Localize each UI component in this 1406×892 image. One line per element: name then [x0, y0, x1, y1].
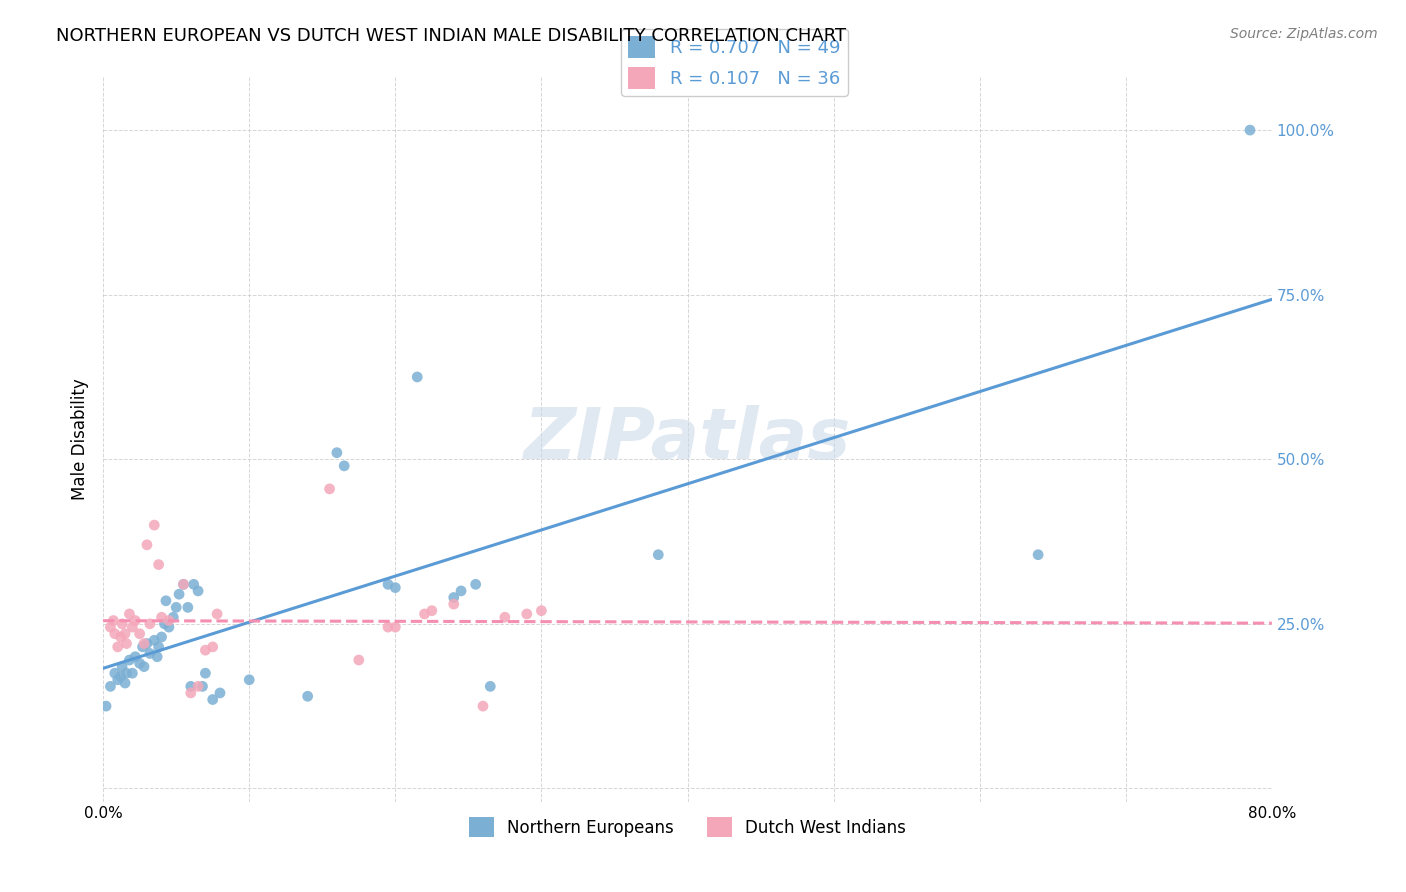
Point	[143, 518, 166, 533]
Point	[150, 610, 173, 624]
Point	[128, 657, 150, 671]
Point	[464, 577, 486, 591]
Point	[333, 458, 356, 473]
Point	[191, 679, 214, 693]
Point	[406, 370, 429, 384]
Point	[115, 637, 138, 651]
Y-axis label: Male Disability: Male Disability	[72, 378, 89, 500]
Point	[157, 620, 180, 634]
Point	[384, 581, 406, 595]
Point	[647, 548, 669, 562]
Point	[110, 630, 132, 644]
Point	[103, 614, 125, 628]
Point	[111, 659, 134, 673]
Point	[187, 583, 209, 598]
Point	[136, 637, 159, 651]
Point	[118, 607, 141, 621]
Point	[121, 666, 143, 681]
Point	[201, 692, 224, 706]
Point	[420, 604, 443, 618]
Point	[155, 594, 177, 608]
Point	[146, 649, 169, 664]
Point	[128, 626, 150, 640]
Point	[201, 640, 224, 654]
Point	[139, 647, 162, 661]
Point	[172, 577, 194, 591]
Point	[118, 653, 141, 667]
Point	[180, 679, 202, 693]
Point	[100, 620, 122, 634]
Point	[107, 640, 129, 654]
Point	[157, 614, 180, 628]
Text: ZIPatlas: ZIPatlas	[524, 405, 851, 474]
Legend: Northern Europeans, Dutch West Indians: Northern Europeans, Dutch West Indians	[463, 810, 912, 844]
Point	[143, 633, 166, 648]
Point	[114, 676, 136, 690]
Point	[205, 607, 228, 621]
Point	[413, 607, 436, 621]
Point	[132, 637, 155, 651]
Point	[443, 591, 465, 605]
Point	[1026, 548, 1049, 562]
Point	[153, 616, 176, 631]
Point	[94, 699, 117, 714]
Point	[131, 640, 153, 654]
Point	[172, 577, 194, 591]
Point	[516, 607, 538, 621]
Text: Source: ZipAtlas.com: Source: ZipAtlas.com	[1230, 27, 1378, 41]
Point	[114, 626, 136, 640]
Point	[494, 610, 516, 624]
Point	[132, 659, 155, 673]
Point	[479, 679, 502, 693]
Point	[121, 620, 143, 634]
Point	[326, 445, 349, 459]
Point	[124, 649, 146, 664]
Point	[139, 616, 162, 631]
Point	[384, 620, 406, 634]
Point	[347, 653, 370, 667]
Point	[104, 666, 127, 681]
Point	[194, 643, 217, 657]
Point	[100, 679, 122, 693]
Point	[450, 583, 472, 598]
Point	[180, 686, 202, 700]
Point	[148, 558, 170, 572]
Point	[194, 666, 217, 681]
Point	[443, 597, 465, 611]
Point	[183, 577, 205, 591]
Point	[104, 626, 127, 640]
Point	[162, 610, 184, 624]
Point	[124, 614, 146, 628]
Point	[150, 630, 173, 644]
Point	[297, 690, 319, 704]
Point	[148, 640, 170, 654]
Point	[318, 482, 340, 496]
Point	[1239, 123, 1261, 137]
Point	[177, 600, 200, 615]
Point	[238, 673, 260, 687]
Text: NORTHERN EUROPEAN VS DUTCH WEST INDIAN MALE DISABILITY CORRELATION CHART: NORTHERN EUROPEAN VS DUTCH WEST INDIAN M…	[56, 27, 846, 45]
Point	[110, 669, 132, 683]
Point	[208, 686, 231, 700]
Point	[167, 587, 190, 601]
Point	[115, 666, 138, 681]
Point	[472, 699, 495, 714]
Point	[530, 604, 553, 618]
Point	[136, 538, 159, 552]
Point	[377, 620, 399, 634]
Point	[107, 673, 129, 687]
Point	[187, 679, 209, 693]
Point	[165, 600, 187, 615]
Point	[377, 577, 399, 591]
Point	[111, 616, 134, 631]
